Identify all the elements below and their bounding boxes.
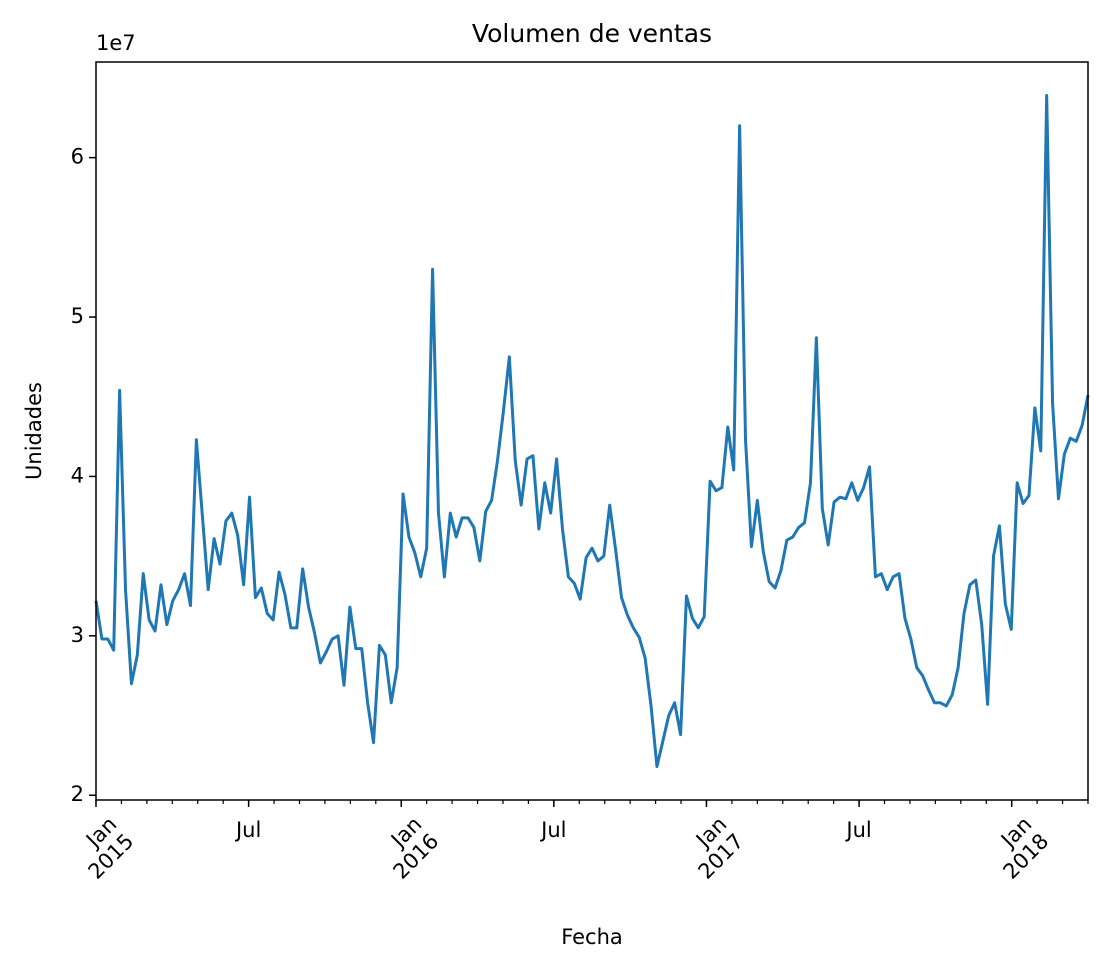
y-offset-label: 1e7 [96,31,136,55]
plot-frame [95,61,1089,801]
chart-title: Volumen de ventas [472,19,712,48]
x-axis-label: Fecha [561,925,623,949]
y-tick-label: 6 [71,145,84,169]
y-axis-label: Unidades [22,382,46,480]
y-tick-label: 4 [71,463,84,487]
line [94,93,1090,769]
x-tick-label: Jul [541,818,567,842]
y-tick-label: 2 [71,782,84,806]
y-tick-label: 3 [71,623,84,647]
x-tick-label: Jul [235,818,262,842]
x-tick-label: Jul [846,818,872,842]
y-tick-label: 5 [71,304,84,328]
